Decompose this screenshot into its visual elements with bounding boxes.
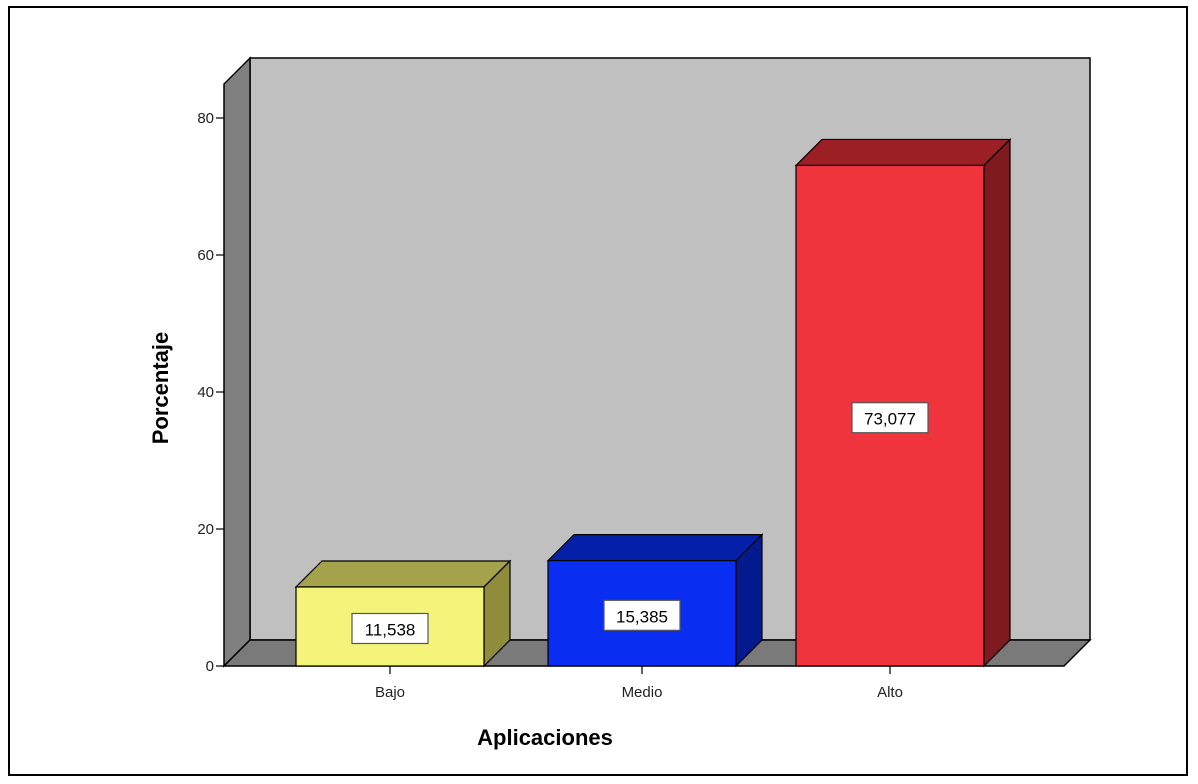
chart-frame: 0 20 40 60 80 11,538 15,385 73,077 Bajo Medio Al… — [8, 6, 1188, 776]
data-label-box — [603, 599, 681, 631]
bar-bajo: 11,538 — [294, 559, 512, 668]
bar-top-face — [294, 560, 512, 588]
y-axis: 0 20 40 60 80 — [197, 110, 224, 675]
x-axis: Bajo Medio Alto — [375, 666, 903, 701]
bar-medio: 15,385 — [546, 533, 764, 668]
data-label-box — [351, 612, 429, 645]
bar-alto: 73,077 — [794, 137, 1012, 668]
y-tick-label: 80 — [197, 110, 214, 127]
data-label: 11,538 — [365, 620, 416, 639]
bar-chart: 0 20 40 60 80 11,538 15,385 73,077 Bajo Medio Al… — [148, 56, 1092, 750]
x-tick-label: Medio — [622, 684, 663, 701]
x-tick-label: Bajo — [375, 684, 405, 701]
y-tick-label: 40 — [197, 384, 214, 401]
bar-side-face — [983, 137, 1011, 668]
bar-top-face — [794, 138, 1012, 167]
y-tick-label: 60 — [197, 247, 214, 264]
bar-top-face — [546, 534, 764, 562]
data-label: 73,077 — [864, 410, 916, 429]
data-label: 15,385 — [616, 607, 668, 626]
y-tick-label: 20 — [197, 521, 214, 538]
y-axis-title: Porcentaje — [148, 332, 173, 445]
x-axis-title: Aplicaciones — [477, 725, 613, 750]
bars: 11,538 15,385 73,077 — [294, 137, 1012, 668]
y-tick-label: 0 — [206, 658, 214, 675]
data-label-box — [851, 402, 929, 434]
plot-side-wall — [223, 56, 251, 668]
x-tick-label: Alto — [877, 684, 903, 701]
